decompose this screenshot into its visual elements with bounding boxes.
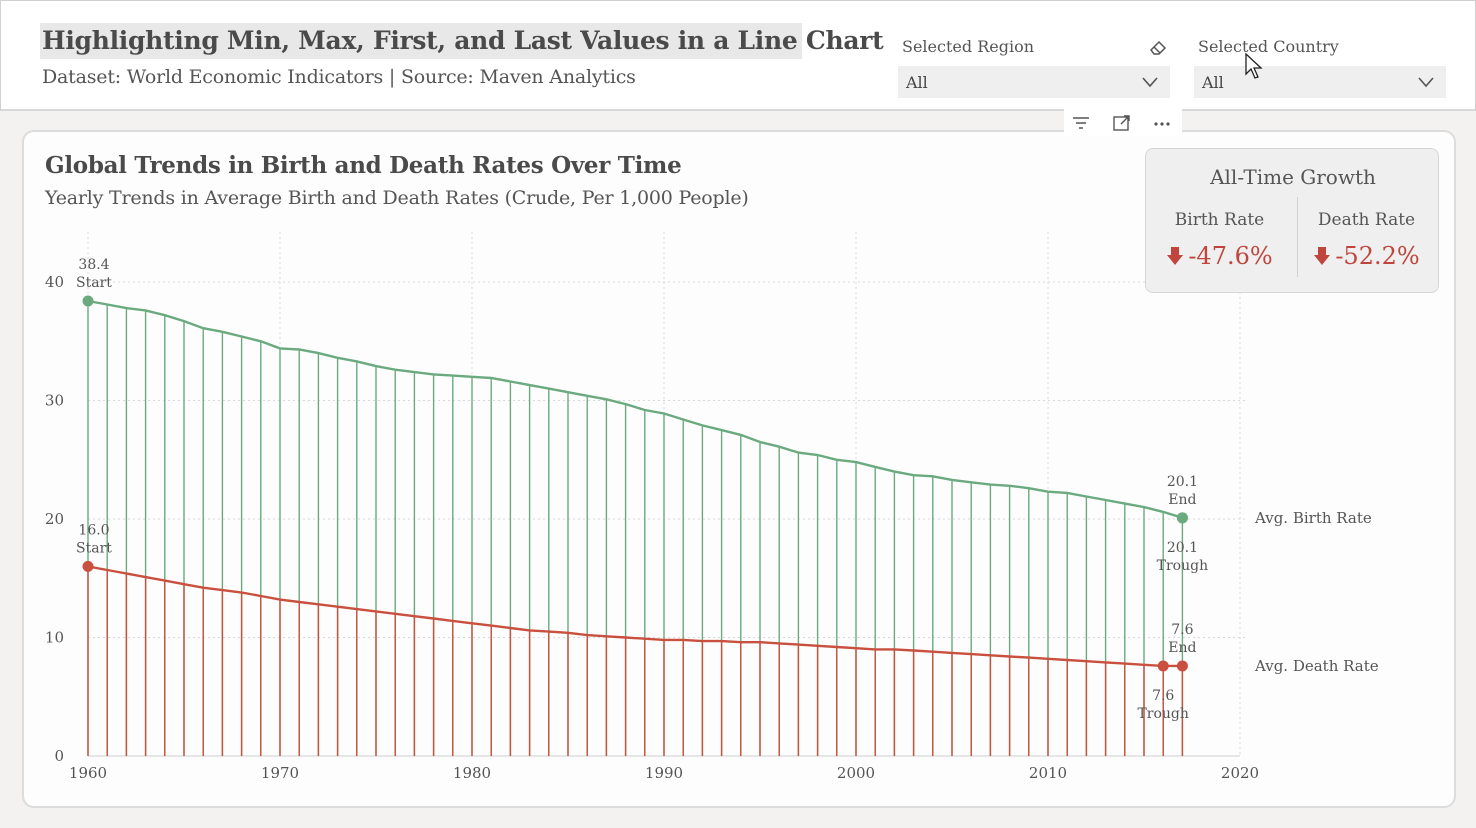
y-tick-label: 30 xyxy=(45,392,64,410)
annotation-value: 38.4 xyxy=(78,257,109,273)
down-arrow-icon xyxy=(1167,247,1184,265)
country-slicer-label: Selected Country xyxy=(1198,37,1339,56)
region-dropdown-value: All xyxy=(906,73,928,92)
y-tick-label: 0 xyxy=(54,747,64,765)
kpi-title: All-Time Growth xyxy=(1210,165,1376,189)
data-point-marker xyxy=(82,560,94,572)
kpi-death-label: Death Rate xyxy=(1317,210,1416,230)
x-tick-label: 2000 xyxy=(837,764,875,782)
y-tick-label: 40 xyxy=(45,273,64,291)
series-line xyxy=(87,565,1183,668)
annotation-value: 7.6 xyxy=(1171,622,1193,638)
focus-mode-icon[interactable] xyxy=(1112,114,1132,132)
kpi-card: All-Time Growth Birth Rate Death Rate -4… xyxy=(1145,148,1439,293)
annotation-tag: Start xyxy=(76,275,112,291)
chevron-down-icon xyxy=(1418,77,1434,88)
series-end-label: Avg. Birth Rate xyxy=(1254,509,1372,527)
chevron-down-icon xyxy=(1142,77,1158,88)
series-line xyxy=(87,299,1183,519)
annotation-value: 20.1 xyxy=(1167,474,1198,490)
x-tick-label: 2010 xyxy=(1029,764,1067,782)
y-tick-label: 10 xyxy=(45,629,64,647)
kpi-birth-value: -47.6% xyxy=(1146,242,1293,270)
chart-title: Global Trends in Birth and Death Rates O… xyxy=(45,152,682,179)
country-dropdown-value: All xyxy=(1202,73,1224,92)
filter-icon[interactable] xyxy=(1071,114,1091,132)
y-tick-label: 20 xyxy=(45,510,64,528)
data-point-marker xyxy=(82,295,94,307)
data-point-marker xyxy=(1176,660,1188,672)
series-end-label: Avg. Death Rate xyxy=(1254,657,1379,675)
x-tick-label: 1960 xyxy=(69,764,107,782)
x-tick-label: 1970 xyxy=(261,764,299,782)
page-title: Highlighting Min, Max, First, and Last V… xyxy=(42,26,884,55)
page-subtitle: Dataset: World Economic Indicators | Sou… xyxy=(42,66,636,88)
more-options-icon[interactable] xyxy=(1152,114,1172,132)
kpi-death-value: -52.2% xyxy=(1293,242,1440,270)
data-point-marker xyxy=(1176,512,1188,524)
annotation-tag: Trough xyxy=(1157,558,1208,574)
kpi-birth-value-text: -47.6% xyxy=(1188,242,1273,270)
mouse-cursor-icon xyxy=(1245,52,1263,79)
x-tick-label: 2020 xyxy=(1221,764,1259,782)
annotation-tag: Start xyxy=(76,540,112,556)
eraser-icon[interactable] xyxy=(1148,39,1168,57)
kpi-birth-label: Birth Rate xyxy=(1174,210,1265,230)
kpi-death-value-text: -52.2% xyxy=(1335,242,1420,270)
annotation-value: 7.6 xyxy=(1152,688,1174,704)
x-tick-label: 1990 xyxy=(645,764,683,782)
annotation-tag: End xyxy=(1168,640,1196,656)
annotation-value: 16.0 xyxy=(78,522,109,538)
region-slicer-label: Selected Region xyxy=(902,37,1035,56)
annotation-value: 20.1 xyxy=(1167,540,1198,556)
data-point-marker xyxy=(1157,660,1169,672)
kpi-divider xyxy=(1297,197,1298,277)
annotation-tag: Trough xyxy=(1137,706,1188,722)
visual-header-toolbar xyxy=(1064,108,1182,136)
chart-subtitle: Yearly Trends in Average Birth and Death… xyxy=(45,187,749,209)
region-dropdown[interactable]: All xyxy=(898,66,1170,98)
country-dropdown[interactable]: All xyxy=(1194,66,1446,98)
title-highlight xyxy=(40,23,802,59)
x-tick-label: 1980 xyxy=(453,764,491,782)
annotation-tag: End xyxy=(1168,492,1196,508)
down-arrow-icon xyxy=(1314,247,1331,265)
